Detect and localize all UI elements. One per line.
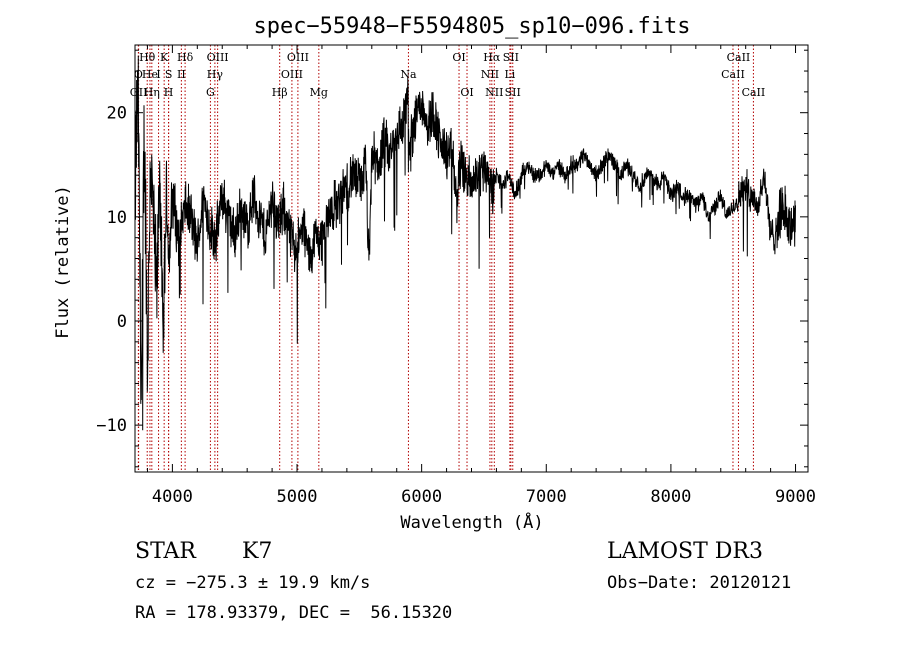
marker-label-9: Hδ [177, 51, 194, 64]
y-axis-label: Flux (relative) [53, 185, 73, 339]
marker-label-5: K [160, 51, 169, 64]
coordinates-readout: RA = 178.93379, DEC = 56.15320 [135, 603, 453, 623]
y-tick-label-2: 10 [107, 208, 127, 228]
x-tick-label-0: 4000 [152, 487, 193, 507]
redshift-readout: cz = −275.3 ± 19.9 km/s [135, 573, 371, 593]
object-subclass: K7 [242, 539, 273, 564]
spectrum-series [134, 55, 796, 431]
marker-label-2: OII [130, 86, 148, 99]
marker-label-14: OIII [287, 51, 309, 64]
marker-label-27: CaII [727, 51, 751, 64]
marker-label-8: H [164, 86, 174, 99]
y-tick-label-1: 0 [117, 312, 127, 332]
chart-title: spec−55948−F5594805_sp10−096.fits [253, 14, 690, 39]
marker-label-23: NII [481, 68, 499, 81]
marker-label-10: II [177, 68, 186, 81]
marker-label-21: Hα [483, 51, 501, 64]
marker-label-19: OI [452, 51, 465, 64]
marker-label-18: Na [400, 68, 417, 81]
marker-label-22: SII [503, 51, 519, 64]
marker-label-11: OIII [207, 51, 229, 64]
observation-date: Obs−Date: 20120121 [607, 573, 792, 593]
x-tick-label-5: 9000 [775, 487, 816, 507]
spectrum-line [134, 55, 796, 431]
y-tick-label-0: −10 [96, 416, 127, 436]
marker-label-13: G [206, 86, 215, 99]
spectral-line-markers [137, 45, 754, 472]
marker-label-0: Hθ [139, 51, 156, 64]
marker-label-3: He [142, 68, 158, 81]
marker-label-29: CaII [742, 86, 766, 99]
plot-frame [134, 44, 809, 473]
marker-label-7: S [165, 68, 173, 81]
x-tick-label-4: 8000 [650, 487, 691, 507]
marker-label-6: I [156, 68, 160, 81]
marker-label-4: Hη [144, 86, 160, 99]
marker-label-20: OI [460, 86, 473, 99]
object-class: STAR [135, 539, 196, 564]
axis-ticks: 4000 5000 6000 7000 8000 9000 −10 0 10 20 [96, 45, 816, 507]
marker-labels: Hθ O OII He Hη KI SH Hδ II OIII Hγ G OIII OIII Hβ Mg Na O… [130, 51, 765, 99]
marker-label-25: NII [485, 86, 503, 99]
marker-label-1: O [134, 68, 143, 81]
marker-label-15: OIII [281, 68, 303, 81]
marker-label-17: Mg [310, 86, 328, 99]
survey-name: LAMOST DR3 [607, 539, 763, 564]
x-axis-label: Wavelength (Å) [400, 511, 543, 533]
x-tick-label-2: 6000 [401, 487, 442, 507]
marker-label-16: Hβ [272, 86, 288, 99]
x-tick-label-1: 5000 [277, 487, 318, 507]
marker-label-26: SII [505, 86, 521, 99]
marker-label-24: Li [504, 68, 515, 81]
marker-label-28: CaII [721, 68, 745, 81]
y-tick-label-3: 20 [107, 104, 127, 124]
x-tick-label-3: 7000 [526, 487, 567, 507]
marker-label-12: Hγ [207, 68, 224, 81]
